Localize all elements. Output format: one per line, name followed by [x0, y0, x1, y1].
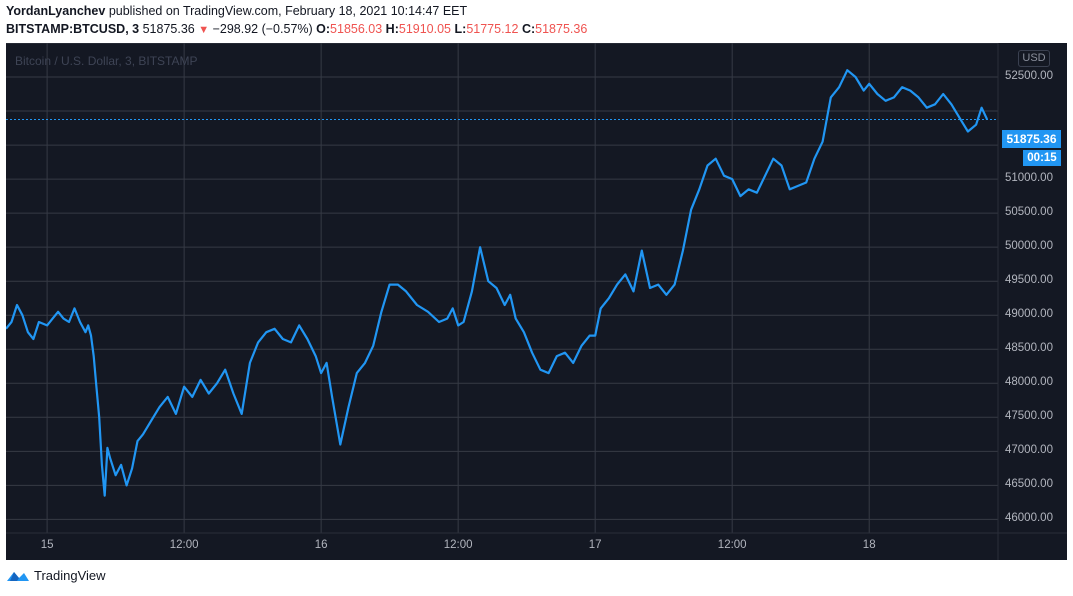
close-label: C:: [521, 22, 536, 36]
y-tick-label: 50000.00: [1005, 240, 1053, 253]
low-value: 51775.12: [466, 22, 519, 36]
y-tick-label: 49000.00: [1005, 308, 1053, 321]
down-arrow-icon: ▼: [198, 24, 210, 36]
publish-line: YordanLyanchev published on TradingView.…: [6, 4, 467, 18]
y-tick-label: 46000.00: [1005, 512, 1053, 525]
author-name[interactable]: YordanLyanchev: [6, 4, 106, 18]
x-tick-label: 12:00: [169, 539, 199, 551]
price-chart[interactable]: [6, 43, 1067, 560]
y-tick-label: 46500.00: [1005, 478, 1053, 491]
high-label: H:: [385, 22, 399, 36]
x-tick-label: 17: [588, 539, 602, 551]
y-tick-label: 50500.00: [1005, 206, 1053, 219]
open-value: 51856.03: [330, 22, 383, 36]
currency-button[interactable]: USD: [1018, 50, 1050, 67]
y-tick-label: 51000.00: [1005, 172, 1053, 185]
bar-countdown: 00:15: [1023, 150, 1061, 166]
low-label: L:: [454, 22, 467, 36]
y-tick-label: 48000.00: [1005, 376, 1053, 389]
tradingview-footer[interactable]: TradingView: [6, 568, 106, 583]
price-change: −298.92 (−0.57%): [212, 22, 313, 36]
last-price: 51875.36: [142, 22, 195, 36]
open-label: O:: [316, 22, 331, 36]
ohlc-legend: BITSTAMP:BTCUSD, 3 51875.36 ▼ −298.92 (−…: [6, 22, 587, 36]
y-tick-label: 48500.00: [1005, 342, 1053, 355]
grid-lines: [6, 43, 1067, 534]
y-tick-label: 49500.00: [1005, 274, 1053, 287]
close-value: 51875.36: [535, 22, 588, 36]
chart-panel[interactable]: Bitcoin / U.S. Dollar, 3, BITSTAMP USD 5…: [6, 43, 1067, 560]
y-tick-label: 47500.00: [1005, 410, 1053, 423]
symbol-label: BITSTAMP:BTCUSD, 3: [6, 22, 140, 36]
last-price-tag: 51875.36: [1002, 130, 1061, 148]
high-value: 51910.05: [398, 22, 452, 36]
y-tick-label: 52500.00: [1005, 70, 1053, 83]
tradingview-logo-icon: [7, 571, 29, 581]
x-tick-label: 12:00: [717, 539, 747, 551]
tradingview-brand: TradingView: [34, 568, 106, 583]
y-tick-label: 47000.00: [1005, 444, 1053, 457]
x-tick-label: 15: [40, 539, 54, 551]
x-tick-label: 12:00: [443, 539, 473, 551]
chart-title-watermark: Bitcoin / U.S. Dollar, 3, BITSTAMP: [15, 54, 198, 68]
published-text: published on TradingView.com, February 1…: [108, 4, 468, 18]
x-tick-label: 16: [314, 539, 328, 551]
x-tick-label: 18: [862, 539, 876, 551]
price-line: [6, 69, 988, 497]
